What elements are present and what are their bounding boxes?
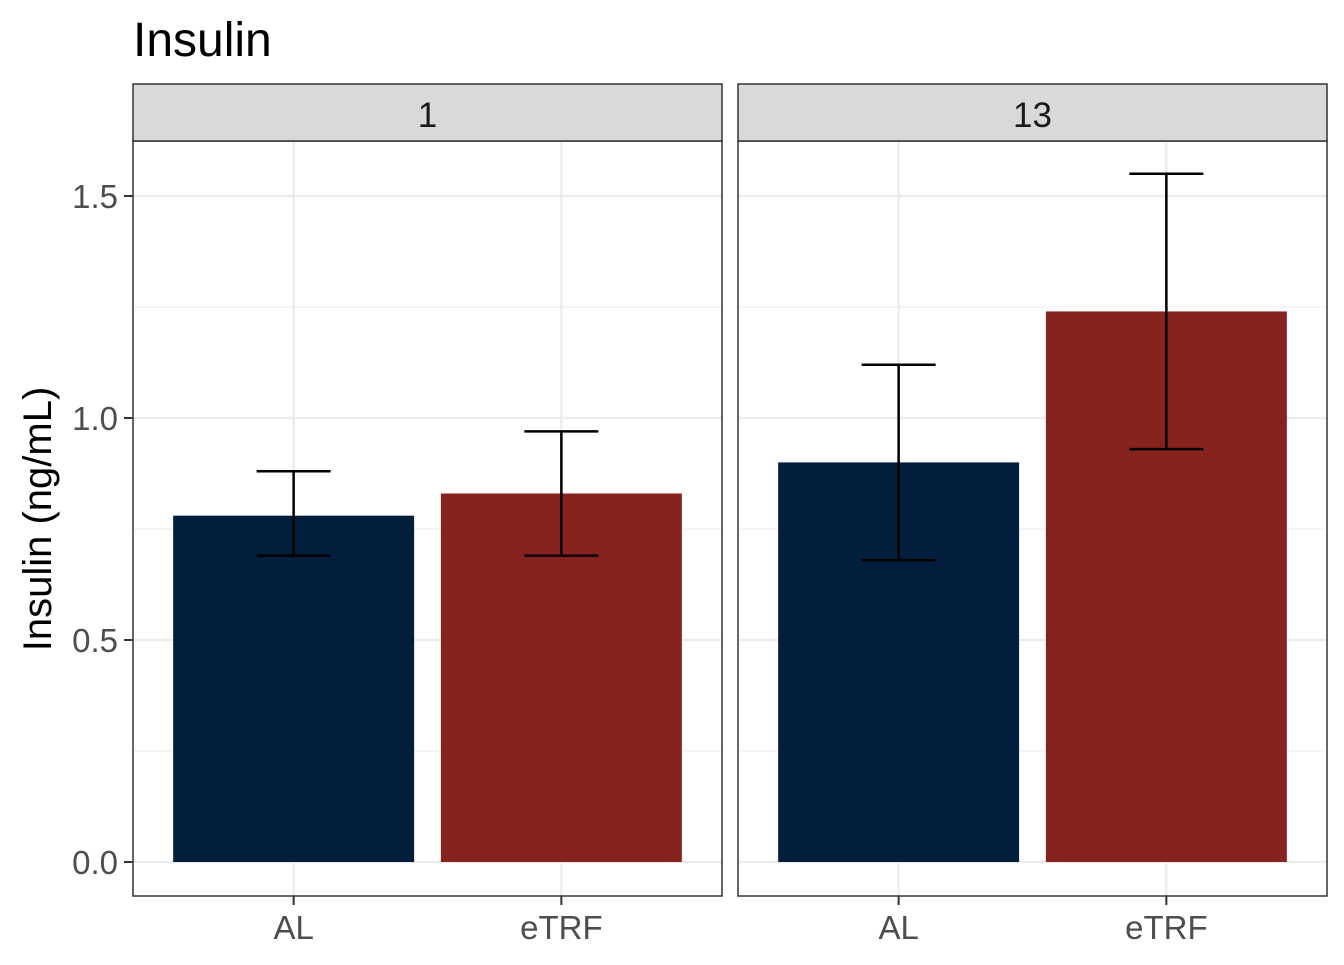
facet-strip — [737, 83, 1328, 142]
y-axis-label: Insulin (ng/mL) — [16, 387, 60, 652]
bar-al-facet-1 — [173, 515, 415, 862]
x-tick-label: eTRF — [1125, 909, 1208, 946]
facet-strip-label: 13 — [1013, 96, 1052, 135]
y-tick-label: 1.0 — [72, 400, 118, 437]
facet-strip-label: 1 — [418, 96, 437, 135]
facet-strip — [132, 83, 723, 142]
y-tick-label: 0.0 — [72, 844, 118, 881]
y-tick-label: 0.5 — [72, 622, 118, 659]
chart-title: Insulin — [133, 14, 272, 67]
x-tick-label: eTRF — [520, 909, 603, 946]
y-tick-label: 1.5 — [72, 178, 118, 215]
x-tick-label: AL — [273, 909, 313, 946]
x-tick-label: AL — [878, 909, 918, 946]
facet-panels: 1 AL eTRF 13 AL eTRF 0.0 0.5 1.0 1.5 — [72, 83, 1328, 946]
